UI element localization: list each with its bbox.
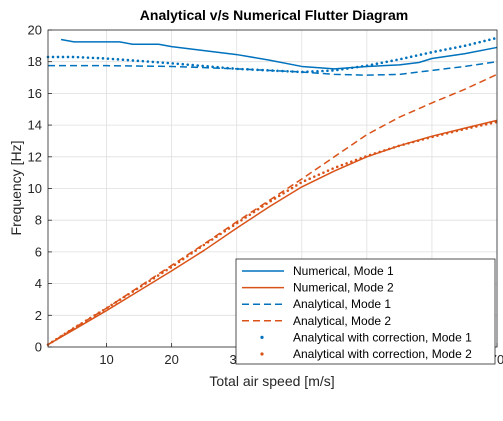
x-axis-label: Total air speed [m/s] xyxy=(209,373,334,389)
series-line-3 xyxy=(48,60,498,76)
y-axis-label: Frequency [Hz] xyxy=(8,141,24,236)
series-layer xyxy=(46,36,499,346)
series-line-1 xyxy=(60,38,498,70)
y-tick-label: 0 xyxy=(35,340,42,355)
legend-label: Analytical with correction, Mode 1 xyxy=(293,330,472,344)
series-line-5 xyxy=(46,36,499,74)
legend-box xyxy=(235,258,496,365)
y-tick-label: 2 xyxy=(35,308,42,323)
y-tick-label: 12 xyxy=(28,149,42,164)
y-tick-label: 20 xyxy=(28,23,42,38)
legend: Numerical, Mode 1 Numerical, Mode 2 Analyt… xyxy=(235,258,496,365)
y-tick-label: 10 xyxy=(28,181,42,196)
y-tick-label: 6 xyxy=(35,244,42,259)
legend-marker xyxy=(260,335,264,339)
y-tick-label: 18 xyxy=(28,54,42,69)
x-tick-label: 10 xyxy=(99,352,113,367)
y-tick-label: 16 xyxy=(28,86,42,101)
legend-label: Analytical, Mode 2 xyxy=(293,314,391,328)
chart-title: Analytical v/s Numerical Flutter Diagram xyxy=(140,7,408,23)
x-tick-label: 20 xyxy=(164,352,178,367)
legend-label: Numerical, Mode 1 xyxy=(293,264,394,278)
series-line-2 xyxy=(47,119,498,346)
legend-label: Analytical, Mode 1 xyxy=(293,297,391,311)
legend-label: Numerical, Mode 2 xyxy=(293,281,394,295)
y-tick-label: 4 xyxy=(35,276,42,291)
y-tick-label: 14 xyxy=(28,118,42,133)
series-line-4 xyxy=(47,73,498,346)
legend-marker xyxy=(260,352,264,356)
y-tick-label: 8 xyxy=(35,213,42,228)
legend-label: Analytical with correction, Mode 2 xyxy=(293,347,472,361)
